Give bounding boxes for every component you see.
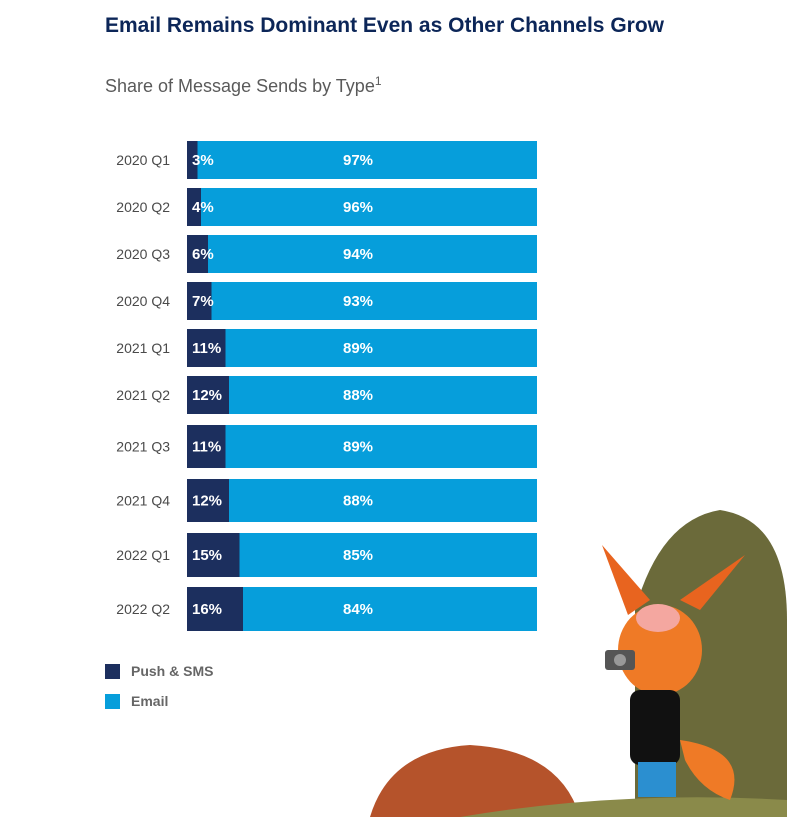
category-label: 2022 Q1 bbox=[116, 547, 170, 563]
fox-icon bbox=[602, 545, 745, 800]
data-label-email: 89% bbox=[343, 439, 373, 456]
legend-swatch-push-sms bbox=[105, 663, 120, 679]
fox-photographer-illustration bbox=[370, 510, 787, 817]
bar-push-sms bbox=[187, 282, 212, 320]
data-label-push-sms: 12% bbox=[192, 387, 222, 404]
bar-email bbox=[229, 376, 537, 414]
bar-push-sms bbox=[187, 587, 243, 631]
bar-push-sms bbox=[187, 188, 201, 226]
data-label-push-sms: 3% bbox=[192, 152, 214, 169]
legend-label-push-sms: Push & SMS bbox=[131, 663, 214, 679]
bar-push-sms bbox=[187, 329, 226, 367]
data-label-push-sms: 11% bbox=[192, 340, 221, 357]
bar-push-sms bbox=[187, 376, 229, 414]
data-label-push-sms: 11% bbox=[192, 439, 221, 456]
bar-push-sms bbox=[187, 425, 226, 468]
bar-email bbox=[211, 282, 537, 320]
data-label-push-sms: 16% bbox=[192, 601, 222, 618]
bar-email bbox=[225, 425, 537, 468]
data-label-push-sms: 4% bbox=[192, 199, 214, 216]
category-label: 2020 Q1 bbox=[116, 152, 170, 168]
legend-label-email: Email bbox=[131, 693, 169, 709]
category-label: 2021 Q4 bbox=[116, 493, 170, 509]
bar-email bbox=[201, 188, 537, 226]
bar-push-sms bbox=[187, 235, 208, 273]
bar-push-sms bbox=[187, 533, 240, 577]
chart-subtitle: Share of Message Sends by Type1 bbox=[105, 74, 382, 97]
bar-email bbox=[208, 235, 537, 273]
category-label: 2020 Q4 bbox=[116, 293, 170, 309]
data-label-email: 88% bbox=[343, 387, 373, 404]
legend-swatch-email bbox=[105, 693, 120, 709]
data-label-push-sms: 15% bbox=[192, 547, 222, 564]
category-label: 2022 Q2 bbox=[116, 601, 170, 617]
data-label-push-sms: 7% bbox=[192, 293, 214, 310]
category-label: 2021 Q1 bbox=[116, 340, 170, 356]
bar-email bbox=[239, 533, 537, 577]
legend-item-email: Email bbox=[105, 693, 168, 709]
data-label-email: 84% bbox=[343, 601, 373, 618]
subtitle-text: Share of Message Sends by Type bbox=[105, 76, 375, 96]
data-label-push-sms: 6% bbox=[192, 246, 214, 263]
data-label-email: 85% bbox=[343, 547, 373, 564]
ground bbox=[460, 797, 787, 817]
category-label: 2020 Q2 bbox=[116, 199, 170, 215]
category-label: 2021 Q3 bbox=[116, 439, 170, 455]
bar-push-sms bbox=[187, 479, 229, 522]
bar-email bbox=[225, 329, 537, 367]
footnote-marker: 1 bbox=[374, 74, 382, 88]
category-label: 2021 Q2 bbox=[116, 387, 170, 403]
data-label-email: 89% bbox=[343, 340, 373, 357]
data-label-email: 93% bbox=[343, 293, 373, 310]
bar-chart: 2020 Q1 3% 97% 2020 Q2 4% 96% 2020 Q3 6% 94% 2020… bbox=[116, 141, 537, 631]
bar-email bbox=[243, 587, 537, 631]
data-label-email: 97% bbox=[343, 152, 373, 169]
data-label-push-sms: 12% bbox=[192, 493, 222, 510]
data-label-email: 94% bbox=[343, 246, 373, 263]
legend-item-push-sms: Push & SMS bbox=[105, 663, 213, 679]
chart-title: Email Remains Dominant Even as Other Cha… bbox=[105, 14, 664, 37]
bar-email bbox=[197, 141, 537, 179]
bush-left bbox=[370, 745, 580, 817]
category-label: 2020 Q3 bbox=[116, 246, 170, 262]
data-label-email: 96% bbox=[343, 199, 373, 216]
bar-push-sms bbox=[187, 141, 198, 179]
data-label-email: 88% bbox=[343, 493, 373, 510]
bar-email bbox=[229, 479, 537, 522]
